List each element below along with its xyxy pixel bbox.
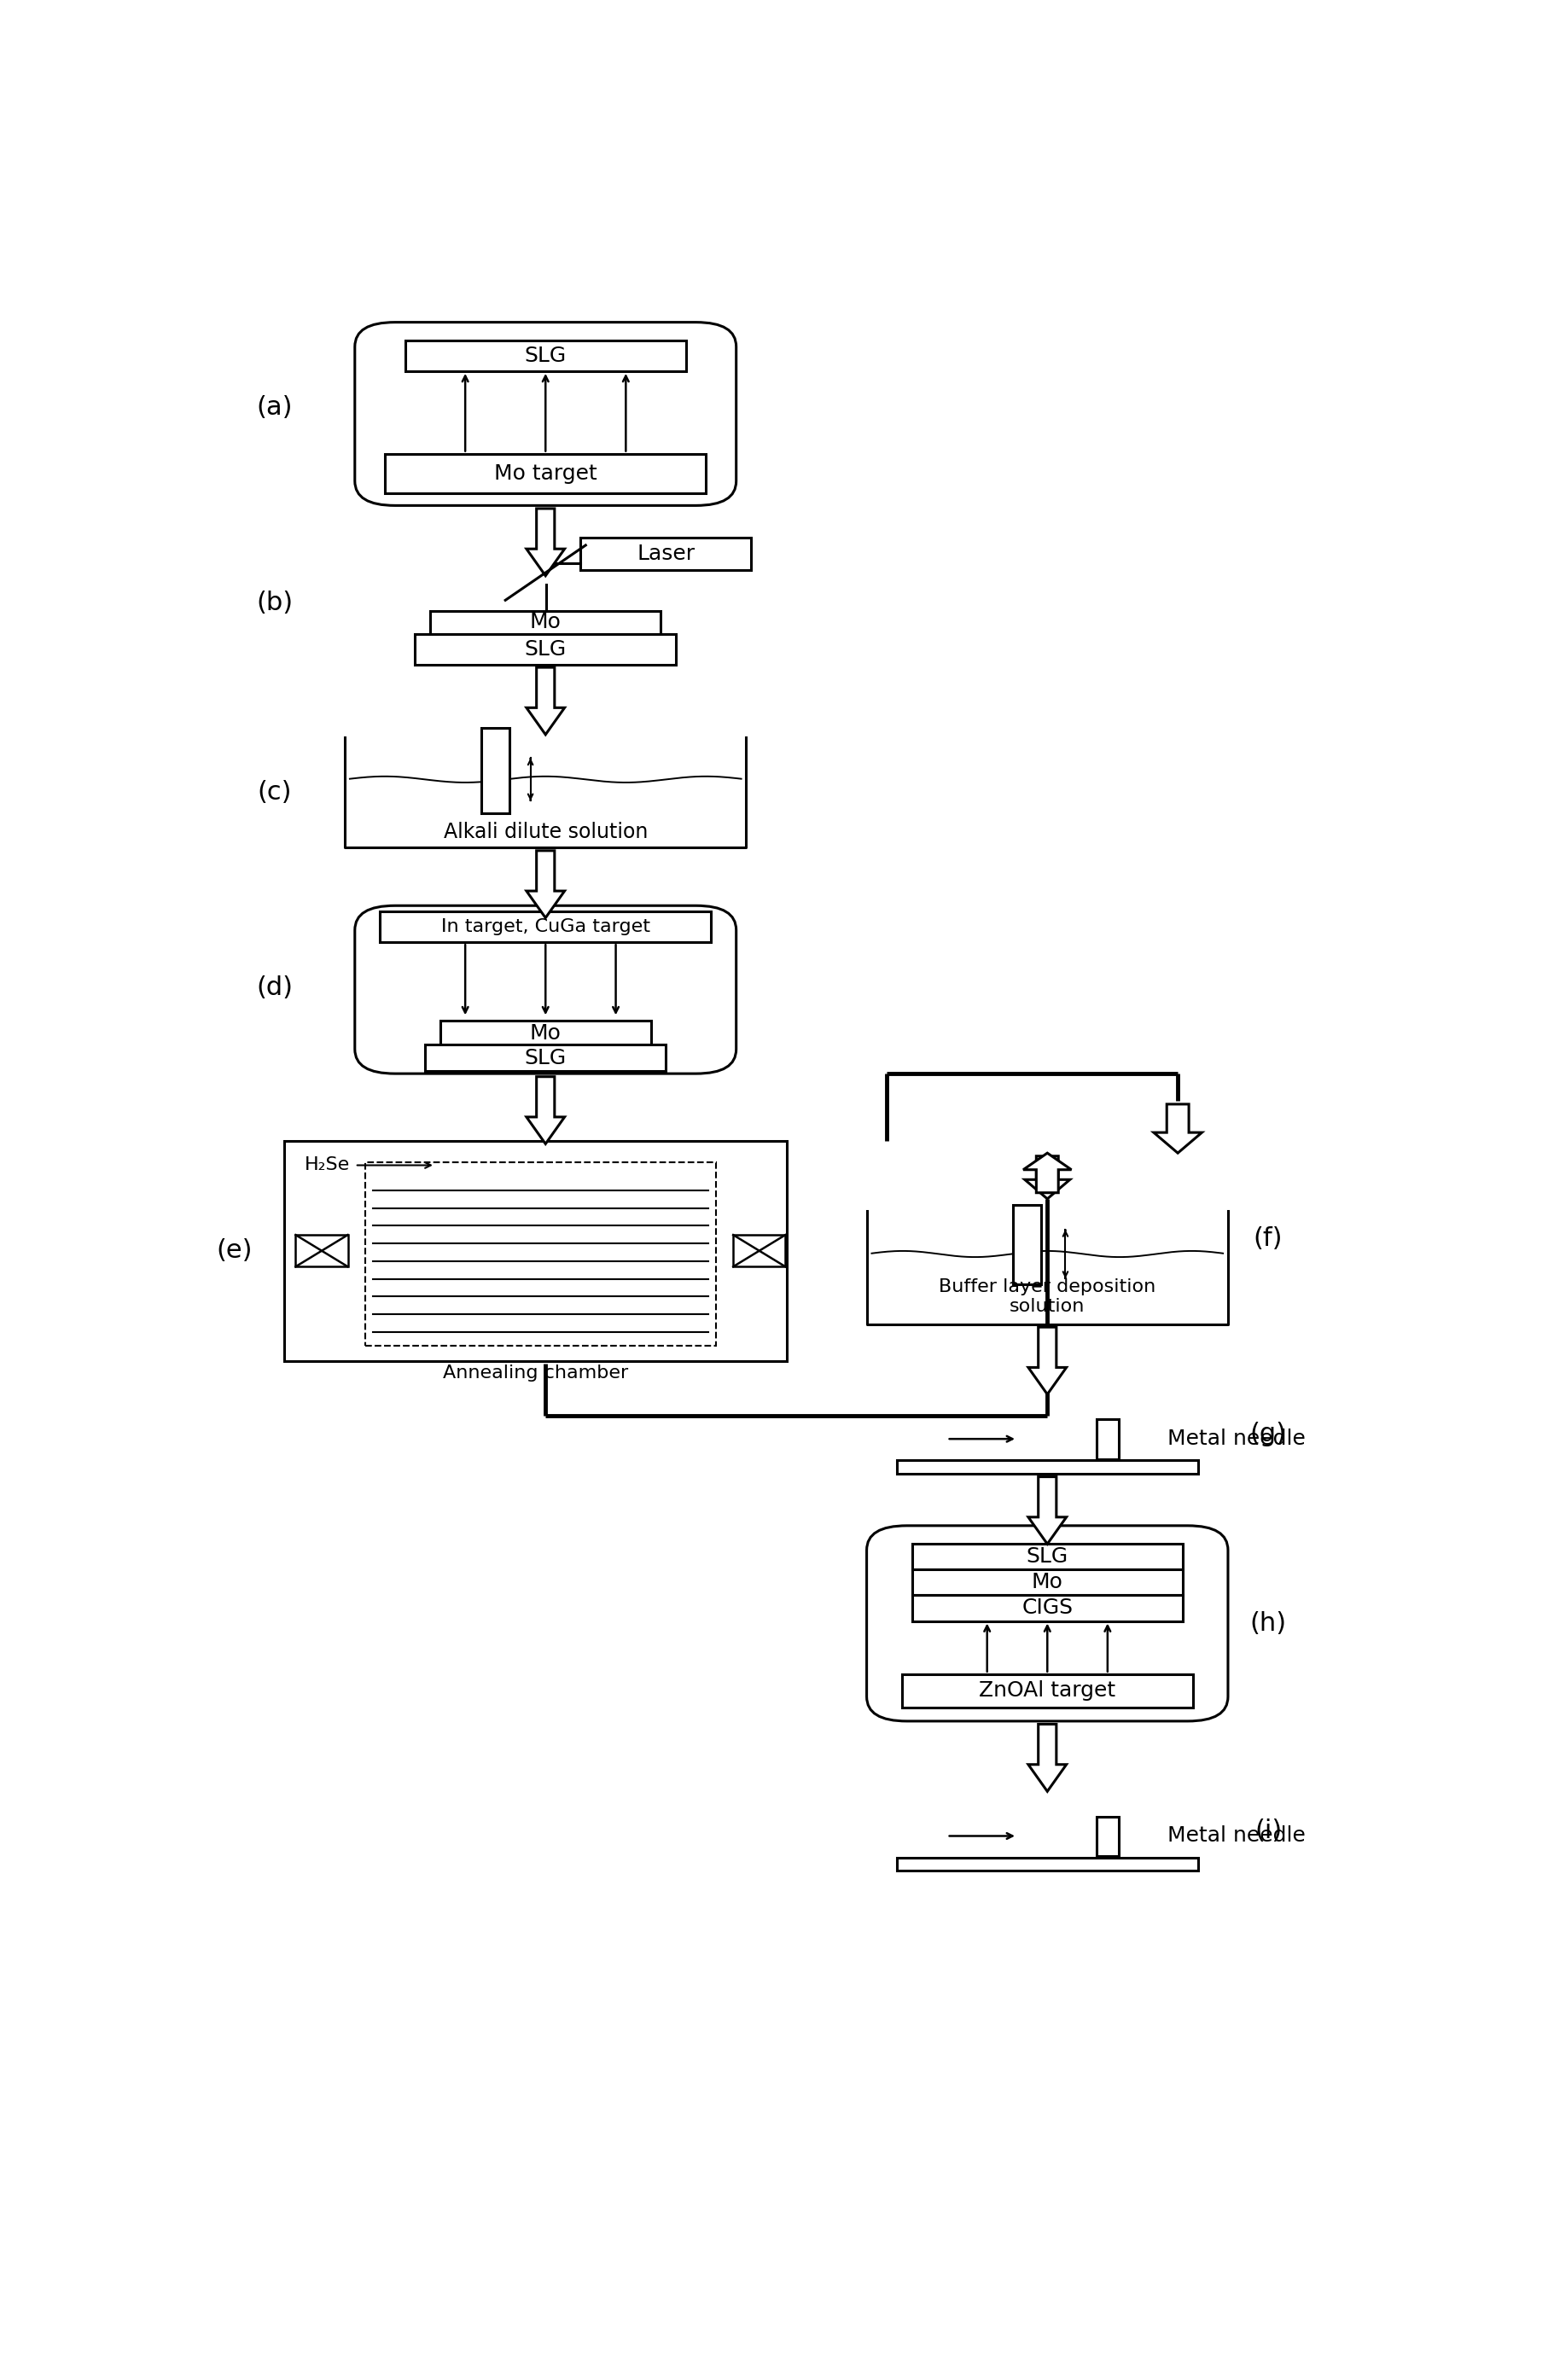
Text: SLG: SLG (1026, 1547, 1068, 1566)
Text: ZnOAl target: ZnOAl target (979, 1680, 1116, 1702)
Bar (1013, 1204, 1041, 1285)
Text: Mo: Mo (1032, 1571, 1063, 1592)
Text: (f): (f) (1254, 1226, 1284, 1252)
Bar (379, 912, 712, 942)
Text: SLG: SLG (525, 345, 567, 367)
Bar (406, 340, 685, 371)
Bar (733, 1235, 785, 1266)
Text: (g): (g) (1249, 1421, 1287, 1447)
Bar (440, 1021, 651, 1047)
Bar (897, 1461, 1198, 1473)
Bar (430, 612, 660, 633)
Bar (901, 1673, 1193, 1709)
Polygon shape (527, 1076, 564, 1145)
Text: Alkali dilute solution: Alkali dilute solution (443, 821, 648, 843)
Bar (482, 728, 510, 814)
Bar (581, 538, 751, 569)
Polygon shape (527, 666, 564, 735)
FancyBboxPatch shape (354, 907, 737, 1073)
Polygon shape (1029, 1476, 1066, 1545)
Text: Annealing chamber: Annealing chamber (443, 1364, 628, 1380)
Text: (a): (a) (256, 395, 292, 421)
Bar (365, 1161, 716, 1345)
Bar (912, 1595, 1183, 1621)
Bar (415, 633, 676, 664)
Bar (426, 1045, 667, 1071)
Text: Mo target: Mo target (494, 464, 597, 483)
Bar (284, 1140, 786, 1361)
Polygon shape (527, 850, 564, 919)
Polygon shape (527, 509, 564, 576)
Text: Laser: Laser (637, 543, 695, 564)
Text: Buffer layer deposition
solution: Buffer layer deposition solution (939, 1278, 1156, 1316)
Text: CIGS: CIGS (1021, 1597, 1072, 1618)
Text: In target, CuGa target: In target, CuGa target (441, 919, 650, 935)
FancyBboxPatch shape (354, 321, 737, 505)
Text: (i): (i) (1254, 1818, 1282, 1844)
Text: Mo: Mo (530, 1023, 561, 1042)
Text: Metal needle: Metal needle (1167, 1428, 1305, 1449)
Text: Metal needle: Metal needle (1167, 1825, 1305, 1847)
Text: SLG: SLG (525, 638, 567, 659)
Bar (912, 1568, 1183, 1595)
Bar (385, 455, 706, 493)
Text: (e): (e) (216, 1238, 253, 1264)
Bar (295, 1235, 348, 1266)
Bar (1097, 1816, 1119, 1856)
Polygon shape (1029, 1328, 1066, 1395)
FancyBboxPatch shape (867, 1526, 1228, 1721)
Text: (c): (c) (258, 781, 292, 804)
Polygon shape (1023, 1152, 1071, 1192)
Polygon shape (1153, 1104, 1201, 1152)
Text: (b): (b) (256, 590, 294, 616)
Polygon shape (1024, 1157, 1069, 1200)
Text: (d): (d) (256, 976, 292, 1000)
Bar (912, 1545, 1183, 1571)
Text: H₂Se: H₂Se (305, 1157, 350, 1173)
Bar (1097, 1418, 1119, 1459)
Bar (897, 1856, 1198, 1871)
Polygon shape (1029, 1723, 1066, 1792)
Text: SLG: SLG (525, 1047, 567, 1069)
Text: Mo: Mo (530, 612, 561, 633)
Text: (h): (h) (1249, 1611, 1287, 1635)
